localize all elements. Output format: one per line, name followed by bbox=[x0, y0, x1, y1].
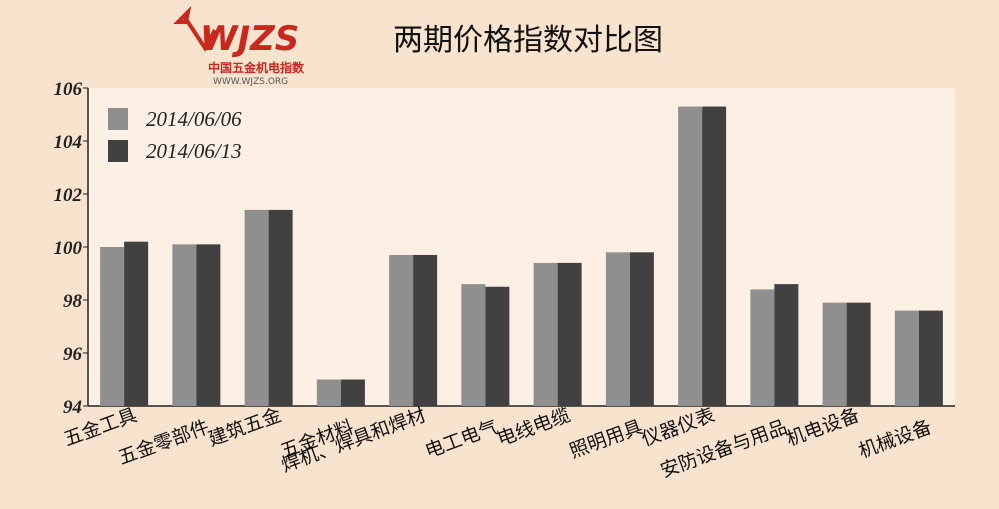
logo: WJZS 中国五金机电指数 WWW.WJZS.ORG bbox=[173, 5, 305, 87]
bar bbox=[172, 244, 197, 406]
chart-title: 两期价格指数对比图 bbox=[393, 23, 663, 58]
x-tick-label: 机电设备 bbox=[783, 404, 862, 451]
bar bbox=[389, 254, 414, 406]
bar bbox=[557, 262, 582, 406]
legend-swatch bbox=[108, 140, 128, 162]
y-tick-label: 102 bbox=[54, 185, 83, 206]
legend-swatch bbox=[108, 108, 128, 130]
y-tick-label: 96 bbox=[63, 344, 83, 365]
y-tick-label: 98 bbox=[63, 291, 83, 312]
bar bbox=[340, 379, 365, 406]
bar bbox=[124, 241, 149, 406]
bar bbox=[533, 262, 558, 406]
y-tick-label: 106 bbox=[54, 79, 83, 100]
x-tick-label: 机械设备 bbox=[856, 416, 935, 463]
bar bbox=[485, 286, 510, 406]
y-tick-label: 100 bbox=[54, 238, 83, 259]
logo-name: 中国五金机电指数 bbox=[208, 60, 305, 75]
logo-arrow bbox=[173, 5, 217, 52]
plot-area bbox=[88, 88, 955, 406]
y-tick-label: 104 bbox=[54, 132, 83, 153]
bar bbox=[413, 254, 438, 406]
bar bbox=[894, 310, 919, 406]
bar bbox=[678, 106, 703, 407]
bar bbox=[461, 284, 486, 406]
bar bbox=[822, 302, 847, 406]
bar bbox=[244, 209, 269, 406]
x-tick-label: 电工电气 bbox=[422, 416, 501, 463]
bar bbox=[316, 379, 341, 406]
bar bbox=[750, 289, 775, 406]
bar bbox=[702, 106, 727, 407]
bar bbox=[268, 209, 293, 406]
x-tick-label: 建筑五金 bbox=[205, 404, 284, 451]
bar bbox=[846, 302, 871, 406]
bar bbox=[196, 244, 221, 406]
bar bbox=[774, 284, 799, 406]
x-tick-label: 照明用具 bbox=[567, 416, 646, 463]
legend-label: 2014/06/06 bbox=[146, 107, 242, 131]
x-tick-label: 电线电缆 bbox=[494, 404, 573, 451]
bar bbox=[629, 252, 654, 406]
legend-label: 2014/06/13 bbox=[146, 139, 242, 163]
logo-brand: WJZS bbox=[200, 19, 299, 59]
y-tick-label: 94 bbox=[63, 397, 82, 418]
logo-url: WWW.WJZS.ORG bbox=[213, 77, 288, 87]
bar bbox=[100, 247, 125, 406]
bar bbox=[918, 310, 943, 406]
bar bbox=[605, 252, 630, 406]
